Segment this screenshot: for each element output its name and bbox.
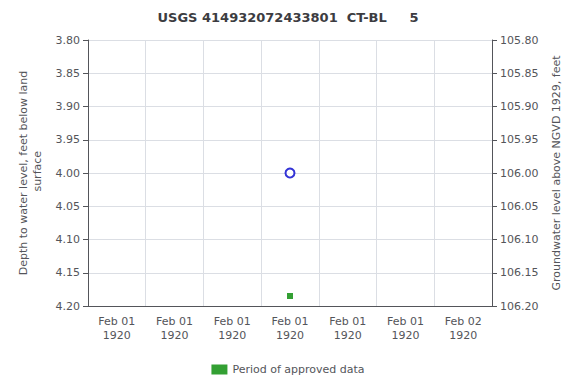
svg-text:Feb 01: Feb 01 [98, 315, 135, 328]
svg-text:105.80: 105.80 [500, 34, 539, 47]
svg-text:1920: 1920 [449, 329, 477, 342]
svg-text:1920: 1920 [276, 329, 304, 342]
svg-text:1920: 1920 [334, 329, 362, 342]
svg-text:4.10: 4.10 [56, 233, 81, 246]
svg-text:Feb 01: Feb 01 [329, 315, 366, 328]
svg-text:106.10: 106.10 [500, 233, 539, 246]
svg-text:3.85: 3.85 [56, 67, 81, 80]
svg-text:106.15: 106.15 [500, 266, 539, 279]
svg-text:1920: 1920 [218, 329, 246, 342]
svg-text:USGS 414932072433801 CT-BL: USGS 414932072433801 CT-BL 5 [158, 10, 419, 25]
svg-text:Feb 01: Feb 01 [387, 315, 424, 328]
svg-text:3.90: 3.90 [56, 100, 81, 113]
svg-text:surface: surface [31, 151, 44, 195]
svg-text:Feb 01: Feb 01 [214, 315, 251, 328]
svg-text:3.80: 3.80 [56, 34, 81, 47]
svg-text:Groundwater level above NGVD 1: Groundwater level above NGVD 1929, feet [550, 55, 563, 291]
svg-text:Feb 01: Feb 01 [156, 315, 193, 328]
svg-text:105.85: 105.85 [500, 67, 539, 80]
svg-text:106.20: 106.20 [500, 300, 539, 313]
svg-text:1920: 1920 [161, 329, 189, 342]
svg-text:4.05: 4.05 [56, 200, 81, 213]
svg-text:4.20: 4.20 [56, 300, 81, 313]
svg-text:106.00: 106.00 [500, 167, 539, 180]
svg-text:1920: 1920 [103, 329, 131, 342]
svg-text:3.95: 3.95 [56, 133, 81, 146]
svg-text:106.05: 106.05 [500, 200, 539, 213]
svg-text:Feb 01: Feb 01 [272, 315, 309, 328]
svg-text:105.95: 105.95 [500, 133, 539, 146]
svg-text:Depth to water level, feet bel: Depth to water level, feet below land [17, 71, 30, 276]
svg-text:105.90: 105.90 [500, 100, 539, 113]
svg-text:4.00: 4.00 [56, 167, 81, 180]
svg-text:Feb 02: Feb 02 [445, 315, 482, 328]
svg-text:1920: 1920 [391, 329, 419, 342]
svg-text:Period of approved data: Period of approved data [232, 363, 364, 376]
svg-text:4.15: 4.15 [56, 266, 81, 279]
